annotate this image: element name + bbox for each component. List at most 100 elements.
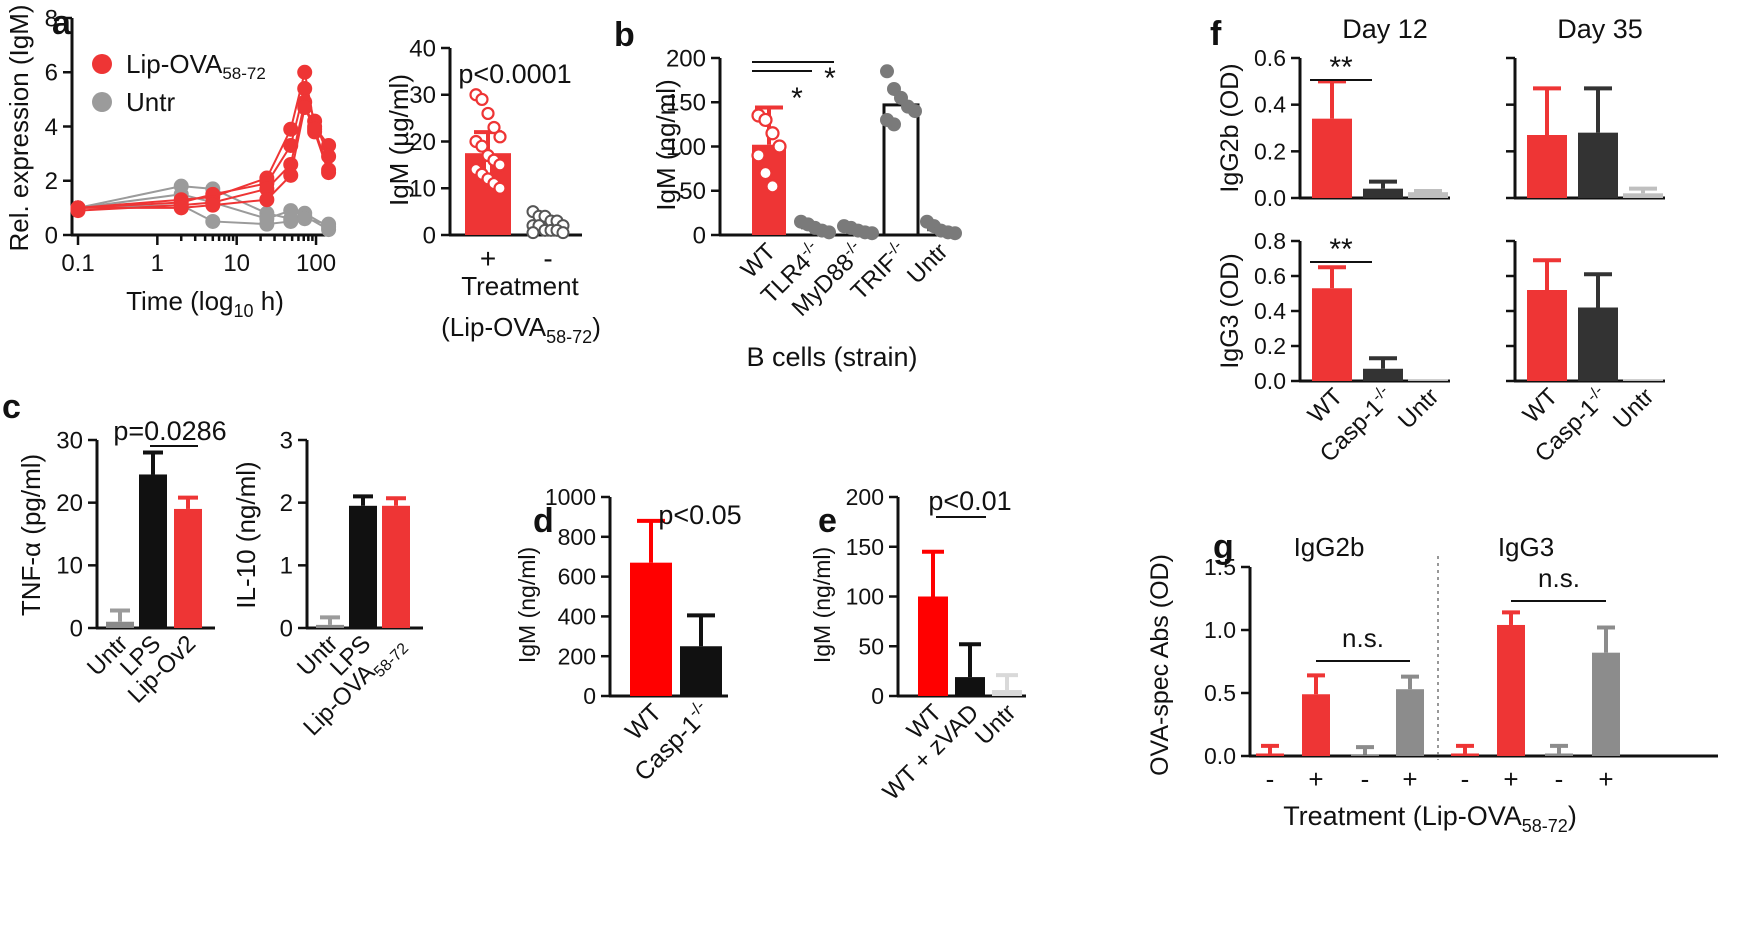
c1-y-tick-label: 10 (56, 553, 83, 580)
c1-y-tick-label: 30 (56, 427, 83, 454)
d-y-tick-label: 600 (558, 564, 596, 590)
f1-bar (1363, 188, 1403, 198)
b-sig-star: * (824, 62, 836, 95)
f3-y-label: IgG3 (OD) (1216, 253, 1244, 368)
g-x-tick-label: - (1555, 764, 1564, 794)
e-y-tick-label: 100 (846, 584, 884, 610)
c1-bar (174, 508, 202, 628)
b-point (822, 225, 836, 240)
c2-y-tick-label: 3 (280, 427, 293, 454)
c1-bar (106, 621, 134, 628)
g-y-tick-label: 1.0 (1204, 617, 1236, 643)
d-bar (630, 562, 672, 696)
a2-point (556, 226, 570, 240)
chart-g-ova-spec: 0.0 0.5 1.0 1.5 OVA-spec Abs (OD) - + - + - + - + IgG… (1146, 532, 1718, 836)
a-x-tick-label: 10 (223, 250, 250, 277)
g-group-label: IgG3 (1498, 532, 1554, 562)
c2-x-tick-label-sub: 58-72 (371, 640, 412, 681)
b-point (880, 64, 894, 79)
e-bar (992, 690, 1022, 696)
b-point (758, 112, 773, 128)
e-bar (918, 596, 948, 696)
f3-y-tick-label: 0.4 (1254, 298, 1286, 324)
d-pvalue: p<0.05 (658, 500, 741, 530)
g-y-label: OVA-spec Abs (OD) (1146, 554, 1174, 776)
a-point (283, 213, 299, 229)
f3-bar (1408, 379, 1448, 381)
b-y-tick-label: 50 (679, 178, 706, 205)
b-y-tick-label: 200 (666, 45, 706, 72)
a-y-tick-label: 2 (45, 168, 58, 195)
e-y-tick-label: 200 (846, 484, 884, 510)
d-y-tick-label: 1000 (545, 484, 596, 510)
a-point (283, 203, 299, 219)
b-x-label: B cells (strain) (746, 342, 917, 372)
e-y-label: IgM (ng/ml) (809, 547, 835, 663)
g-bar (1396, 689, 1424, 756)
d-y-tick-label: 400 (558, 603, 596, 629)
c2-y-tick-label: 1 (280, 553, 293, 580)
d-y-tick-label: 200 (558, 643, 596, 669)
c2-bar (316, 624, 344, 628)
g-x-tick-label: - (1266, 764, 1275, 794)
c2-bar (382, 505, 410, 628)
f1-bar (1408, 192, 1448, 198)
a-point (321, 216, 337, 232)
g-y-tick-label: 0.5 (1204, 680, 1236, 706)
f1-bar (1312, 118, 1352, 198)
a-point (70, 200, 86, 216)
a-point (297, 64, 313, 80)
e-y-tick-label: 50 (858, 633, 884, 659)
a-y-label: Rel. expression (IgM) (4, 4, 34, 251)
a-point (297, 100, 313, 116)
b-point (865, 226, 879, 241)
g-y-tick-label: 0.0 (1204, 743, 1236, 769)
a-series-line (77, 98, 330, 212)
f2-bar (1578, 132, 1618, 198)
a2-point (493, 181, 507, 195)
g-x-tick-label: - (1361, 764, 1370, 794)
a-point (205, 197, 221, 213)
e-bar (955, 677, 985, 696)
f1-y-label: IgG2b (OD) (1216, 63, 1244, 192)
c2-bar (349, 505, 377, 628)
f3-bar (1312, 288, 1352, 381)
b-point (758, 165, 773, 181)
legend-label-untr: Untr (126, 87, 175, 117)
c2-y-label: IL-10 (ng/ml) (231, 461, 261, 608)
a2-x-label2-tail: ) (592, 312, 601, 342)
a2-x-tick-label: - (543, 243, 552, 274)
a-point (205, 213, 221, 229)
e-y-tick-label: 0 (871, 683, 884, 709)
b-sig-star: * (791, 82, 803, 115)
a-point (307, 121, 323, 137)
panel-letter-b: b (614, 16, 635, 54)
a2-x-label2: (Lip-OVA58-72) (441, 312, 601, 347)
a-point (297, 211, 313, 227)
f1-y-tick-label: 0.2 (1254, 138, 1286, 164)
a-point (283, 167, 299, 183)
legend-marker-untr (92, 92, 112, 112)
g-x-tick-label: + (1308, 764, 1323, 794)
a-point (259, 192, 275, 208)
panel-letter-g: g (1213, 528, 1234, 566)
c2-y-tick-label: 0 (280, 615, 293, 642)
a2-point (475, 139, 489, 153)
panel-letter-c: c (2, 388, 21, 426)
a2-point (487, 120, 501, 135)
f4-x-tick-label-main: Untr (1608, 383, 1659, 434)
f1-sig-star: ** (1329, 51, 1353, 84)
f1-y-tick-label: 0.6 (1254, 45, 1286, 71)
f1-y-tick-label: 0.4 (1254, 92, 1286, 118)
d-y-label: IgM (ng/ml) (514, 547, 540, 663)
f3-sig-star: ** (1329, 233, 1353, 266)
b-y-label: IgM (ng/ml) (651, 79, 681, 210)
g-x-label-tail: ) (1568, 801, 1577, 831)
g-x-tick-label: + (1598, 764, 1613, 794)
a-point (321, 162, 337, 178)
